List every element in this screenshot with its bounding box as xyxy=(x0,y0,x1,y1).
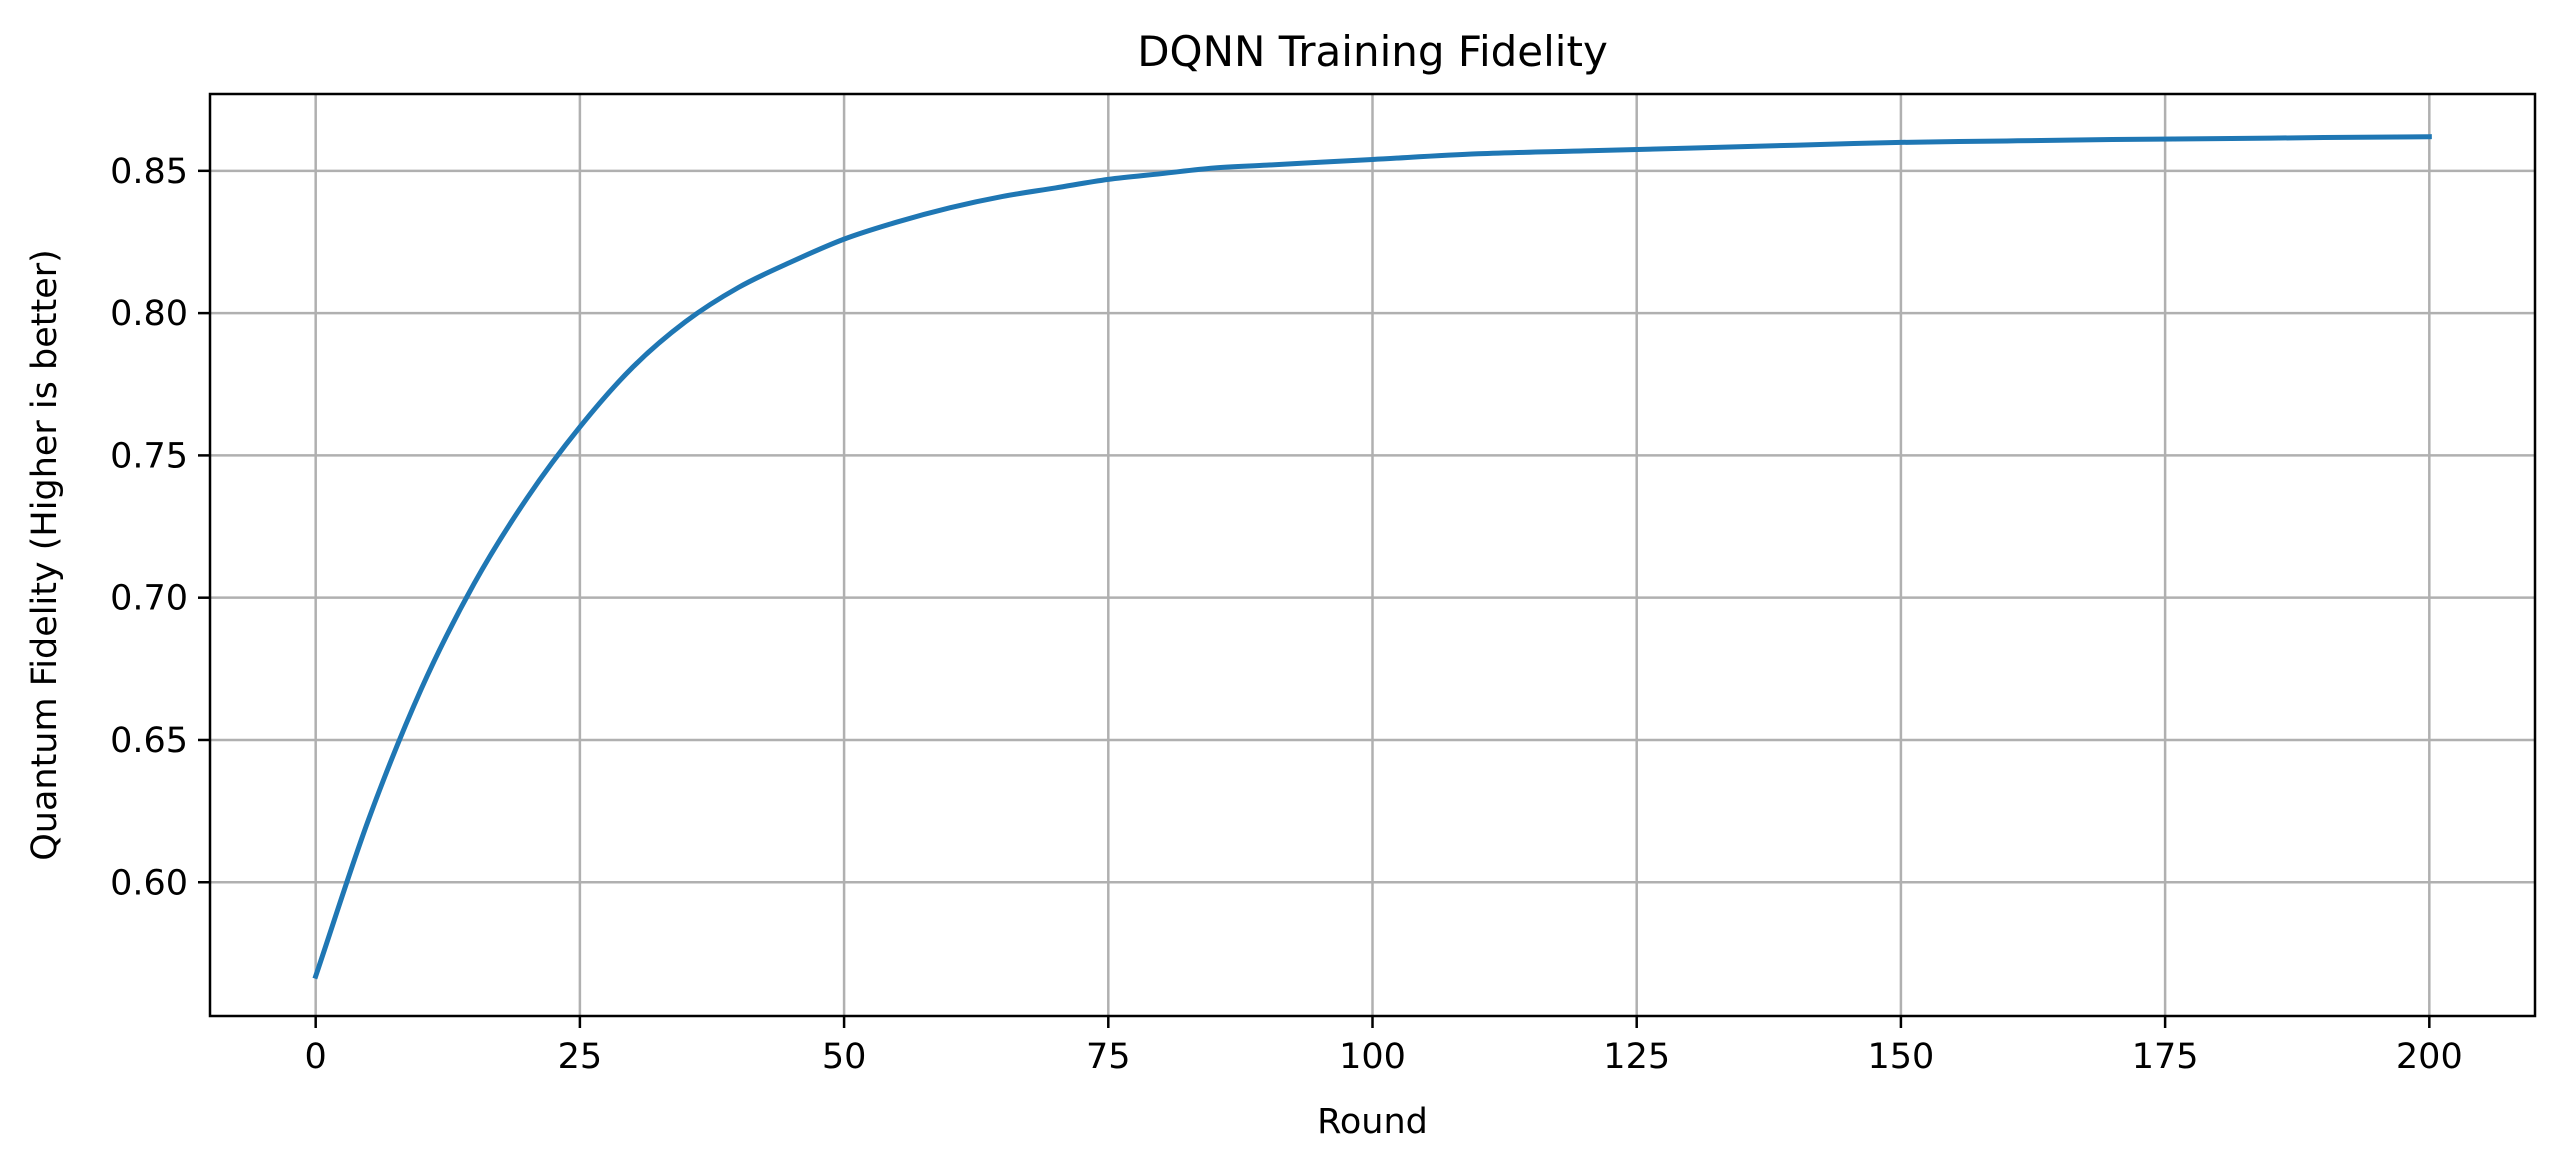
y-axis-ticks: 0.60 0.65 0.70 0.75 0.80 0.85 xyxy=(110,152,210,903)
x-tick-label: 50 xyxy=(822,1037,867,1077)
x-tick-label: 25 xyxy=(558,1037,603,1077)
y-tick-label: 0.80 xyxy=(110,294,188,334)
grid-lines xyxy=(210,94,2535,1016)
chart-title: DQNN Training Fidelity xyxy=(1137,27,1608,76)
x-tick-label: 75 xyxy=(1086,1037,1131,1077)
y-tick-label: 0.85 xyxy=(110,152,188,192)
y-tick-label: 0.70 xyxy=(110,579,188,619)
y-tick-label: 0.65 xyxy=(110,721,188,761)
x-tick-label: 100 xyxy=(1339,1037,1406,1077)
x-axis-label: Round xyxy=(1317,1102,1428,1142)
series-layer xyxy=(312,134,2432,980)
x-tick-label: 125 xyxy=(1603,1037,1670,1077)
x-tick-label: 150 xyxy=(1868,1037,1935,1077)
series-line xyxy=(312,134,2432,980)
x-axis-ticks: 0 25 50 75 100 125 150 175 200 xyxy=(305,1016,2463,1077)
y-tick-label: 0.75 xyxy=(110,436,188,476)
y-tick-label: 0.60 xyxy=(110,863,188,903)
x-tick-label: 0 xyxy=(305,1037,327,1077)
y-axis-label: Quantum Fidelity (Higher is better) xyxy=(25,249,65,861)
x-tick-label: 175 xyxy=(2132,1037,2199,1077)
x-tick-label: 200 xyxy=(2396,1037,2463,1077)
